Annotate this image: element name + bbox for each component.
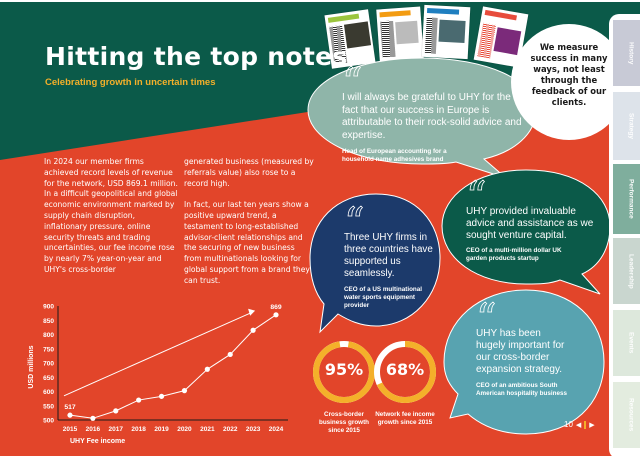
body-paragraph: In 2024 our member firms achieved record…: [44, 157, 178, 274]
speech-bubble-shape: [443, 289, 605, 435]
quote-text: I will always be grateful to UHY for the…: [342, 92, 522, 141]
body-column-1: In 2024 our member firms achieved record…: [44, 157, 178, 287]
svg-text:550: 550: [43, 403, 54, 410]
line-chart: 500 550 600 650 700 750 800 850 900 2015 2016 2017 2…: [28, 304, 288, 445]
body-paragraph: In fact, our last ten years show a posit…: [184, 200, 310, 285]
svg-text:600: 600: [43, 389, 54, 396]
quote-mark-icon: “: [476, 296, 497, 342]
tab-performance[interactable]: Performance: [613, 164, 640, 234]
tab-resources[interactable]: Resources: [613, 382, 640, 448]
quote-bubble-three-firms: “ Three UHY firms in three countries hav…: [308, 192, 442, 334]
page-number: 10: [564, 420, 573, 429]
tab-label: History: [627, 41, 635, 65]
quote-text: UHY provided invaluable advice and assis…: [466, 206, 594, 241]
progress-ring: [374, 341, 436, 403]
tab-history[interactable]: History: [613, 20, 640, 86]
tab-events[interactable]: Events: [613, 310, 640, 376]
tab-label: Events: [627, 332, 635, 354]
quote-mark-icon: “: [466, 174, 487, 220]
speech-bubble-shape: [441, 169, 611, 295]
tab-label: Performance: [627, 179, 635, 219]
body-column-2: generated business (measured by referral…: [184, 157, 314, 297]
stat-cross-border: 95% Cross-border business growth since 2…: [312, 340, 376, 435]
svg-text:2019: 2019: [154, 426, 169, 433]
stat-label: Cross-border business growth since 2015: [318, 411, 370, 434]
quote-text: Three UHY firms in three countries have …: [344, 232, 433, 279]
svg-text:2023: 2023: [246, 426, 261, 433]
svg-text:2018: 2018: [131, 426, 146, 433]
stat-value: 95%: [324, 360, 364, 379]
svg-text:2021: 2021: [200, 426, 215, 433]
fee-income-chart: 500 550 600 650 700 750 800 850 900 2015 2016 2017 2…: [0, 292, 300, 456]
tab-label: Leadership: [627, 253, 635, 289]
svg-text:650: 650: [43, 375, 54, 382]
tab-label: Strategy: [627, 112, 635, 139]
pager-divider: [584, 420, 587, 429]
stat-value: 68%: [385, 360, 425, 379]
quote-bubble-expansion: “ UHY has been hugely important for our …: [440, 288, 606, 438]
svg-text:2024: 2024: [269, 426, 284, 433]
svg-text:2020: 2020: [177, 426, 192, 433]
quote-attribution: Head of European accounting for a househ…: [342, 148, 447, 163]
tab-leadership[interactable]: Leadership: [613, 238, 640, 304]
svg-text:850: 850: [43, 318, 54, 325]
svg-text:2017: 2017: [109, 426, 124, 433]
svg-text:700: 700: [43, 361, 54, 368]
svg-text:517: 517: [64, 404, 76, 411]
quote-mark-icon: “: [344, 200, 365, 246]
quote-attribution: CEO of a multi-million dollar UK garden …: [466, 247, 562, 262]
quote-mark-icon: “: [342, 60, 363, 106]
section-tabs: History Strategy Performance Leadership …: [609, 14, 640, 456]
stat-label: Network fee income growth since 2015: [375, 411, 435, 426]
svg-text:800: 800: [43, 332, 54, 339]
svg-text:2015: 2015: [63, 426, 78, 433]
progress-ring: [313, 341, 375, 403]
quote-attribution: CEO of an ambitious South American hospi…: [476, 382, 567, 397]
svg-text:UHY Fee income: UHY Fee income: [70, 438, 125, 445]
pager: 10 ◀ ▶: [564, 420, 595, 429]
callout-text: We measure success in many ways, not lea…: [530, 42, 608, 107]
tab-label: Resources: [627, 398, 635, 432]
svg-text:750: 750: [43, 346, 54, 353]
next-page-button[interactable]: ▶: [589, 421, 595, 429]
speech-bubble-shape: [309, 193, 441, 334]
quote-bubble-venture: “ UHY provided invaluable advice and ass…: [440, 168, 612, 295]
quote-text: UHY has been hugely important for our cr…: [476, 328, 565, 375]
quote-bubble-europe: “ I will always be grateful to UHY for t…: [306, 56, 538, 179]
prev-page-button[interactable]: ◀: [575, 421, 582, 429]
page-subtitle: Celebrating growth in uncertain times: [45, 77, 216, 88]
svg-text:2016: 2016: [86, 426, 101, 433]
callout-circle: We measure success in many ways, not lea…: [511, 24, 627, 140]
stat-fee-income: 68% Network fee income growth since 2015: [373, 340, 437, 427]
tab-strategy[interactable]: Strategy: [613, 92, 640, 160]
svg-text:500: 500: [43, 418, 54, 425]
svg-text:USD millions: USD millions: [28, 345, 35, 388]
body-paragraph: generated business (measured by referral…: [184, 157, 314, 188]
quote-attribution: CEO of a US multinational water sports e…: [344, 286, 423, 309]
svg-text:2022: 2022: [223, 426, 238, 433]
svg-text:900: 900: [43, 304, 54, 311]
page-title: Hitting the top notes: [45, 42, 348, 71]
svg-text:869: 869: [270, 304, 282, 311]
